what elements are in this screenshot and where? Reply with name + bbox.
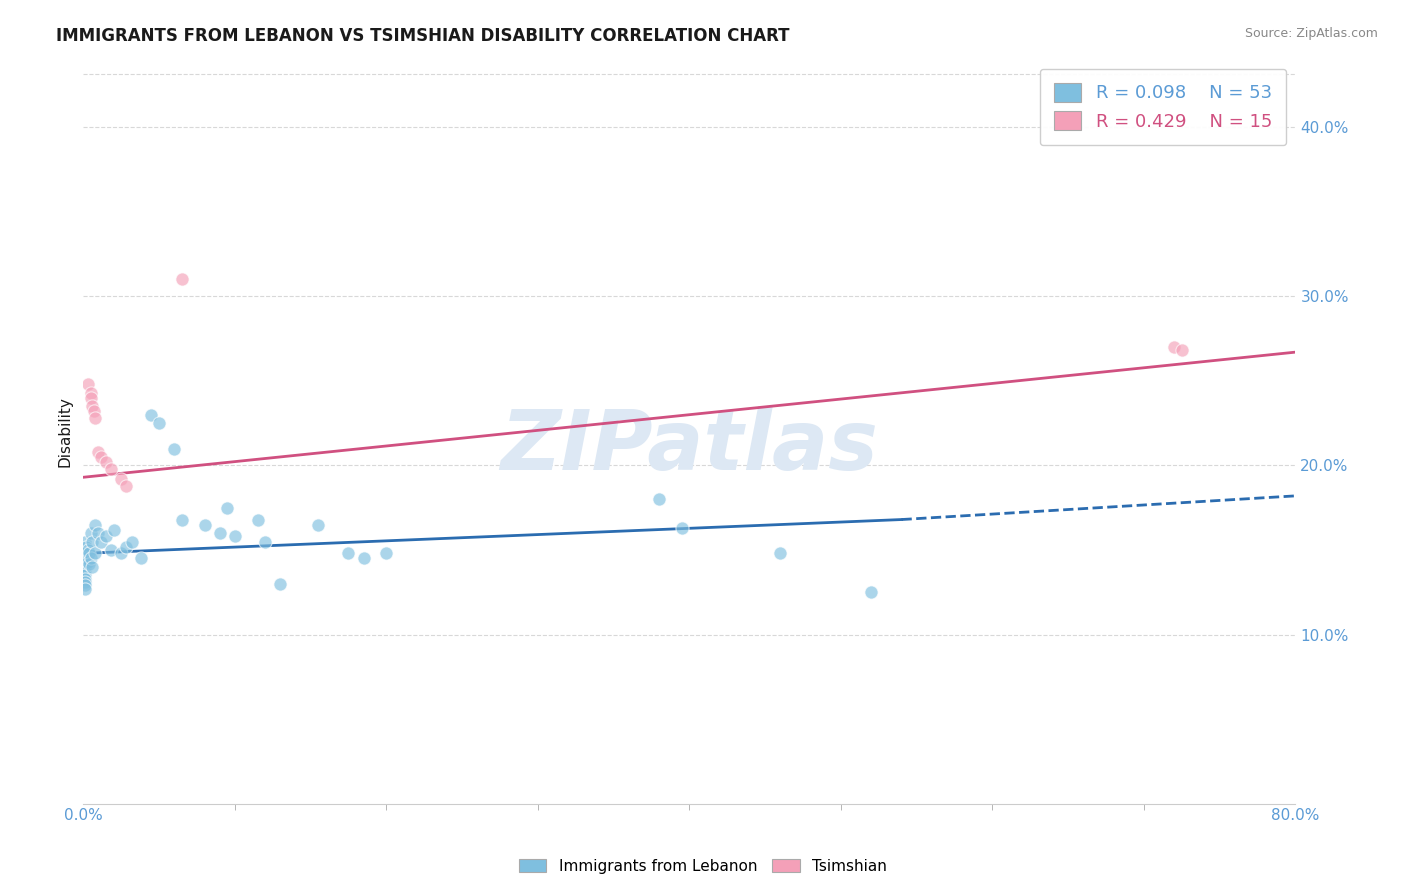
Point xyxy=(90,450,112,464)
Point xyxy=(114,540,136,554)
Point xyxy=(76,377,98,392)
Point xyxy=(307,517,329,532)
Point xyxy=(100,462,122,476)
Point xyxy=(84,411,107,425)
Point xyxy=(84,517,107,532)
Point xyxy=(73,555,96,569)
Point xyxy=(217,500,239,515)
Point xyxy=(246,512,269,526)
Point xyxy=(208,526,231,541)
Point xyxy=(82,534,104,549)
Point xyxy=(73,565,96,579)
Point xyxy=(170,272,193,286)
Point xyxy=(73,534,96,549)
Point xyxy=(94,455,117,469)
Point xyxy=(84,546,107,560)
Point xyxy=(769,546,792,560)
Point xyxy=(671,521,693,535)
Point xyxy=(73,558,96,573)
Point xyxy=(82,560,104,574)
Point xyxy=(82,399,104,413)
Point xyxy=(80,526,103,541)
Point xyxy=(224,529,246,543)
Point xyxy=(80,385,103,400)
Point xyxy=(860,585,883,599)
Point xyxy=(73,561,96,575)
Point xyxy=(193,517,215,532)
Point xyxy=(73,568,96,582)
Point xyxy=(94,529,117,543)
Point xyxy=(73,546,96,560)
Point xyxy=(75,551,97,566)
Point xyxy=(80,551,103,566)
Point xyxy=(375,546,398,560)
Legend: Immigrants from Lebanon, Tsimshian: Immigrants from Lebanon, Tsimshian xyxy=(513,853,893,880)
Point xyxy=(100,543,122,558)
Point xyxy=(73,572,96,586)
Point xyxy=(79,557,101,571)
Point xyxy=(337,546,360,560)
Point xyxy=(353,551,375,566)
Point xyxy=(87,526,110,541)
Point xyxy=(129,551,152,566)
Point xyxy=(76,555,98,569)
Point xyxy=(254,534,277,549)
Point xyxy=(103,523,125,537)
Point xyxy=(269,576,291,591)
Point xyxy=(73,551,96,566)
Point xyxy=(121,534,143,549)
Point xyxy=(83,404,105,418)
Point xyxy=(76,543,98,558)
Text: Source: ZipAtlas.com: Source: ZipAtlas.com xyxy=(1244,27,1378,40)
Point xyxy=(141,408,163,422)
Legend: R = 0.098    N = 53, R = 0.429    N = 15: R = 0.098 N = 53, R = 0.429 N = 15 xyxy=(1039,69,1286,145)
Point xyxy=(110,472,132,486)
Text: IMMIGRANTS FROM LEBANON VS TSIMSHIAN DISABILITY CORRELATION CHART: IMMIGRANTS FROM LEBANON VS TSIMSHIAN DIS… xyxy=(56,27,790,45)
Point xyxy=(1171,343,1194,358)
Point xyxy=(73,582,96,596)
Point xyxy=(75,540,97,554)
Point xyxy=(79,546,101,560)
Point xyxy=(110,546,132,560)
Point xyxy=(90,534,112,549)
Point xyxy=(170,512,193,526)
Y-axis label: Disability: Disability xyxy=(58,396,72,467)
Point xyxy=(1163,340,1185,354)
Text: ZIPatlas: ZIPatlas xyxy=(501,406,879,487)
Point xyxy=(648,492,671,507)
Point xyxy=(114,479,136,493)
Point xyxy=(75,546,97,560)
Point xyxy=(73,578,96,592)
Point xyxy=(87,445,110,459)
Point xyxy=(80,391,103,405)
Point xyxy=(148,416,170,430)
Point xyxy=(163,442,186,456)
Point xyxy=(73,575,96,590)
